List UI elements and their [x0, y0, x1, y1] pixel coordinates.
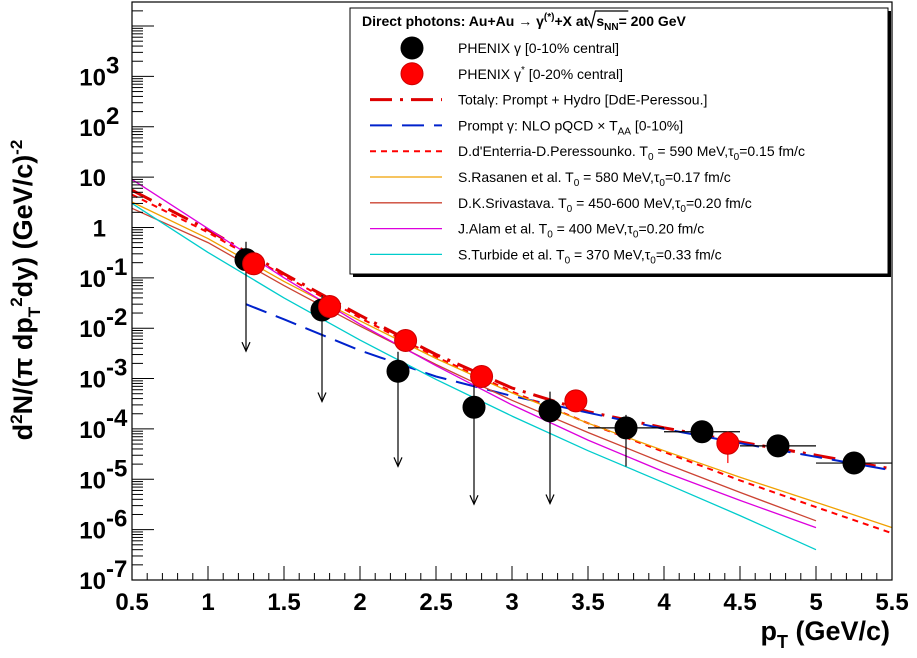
y-tick-label: 10	[79, 518, 106, 545]
upper-limit-arrow	[545, 494, 555, 506]
legend-label: S.Turbide et al. T0​ = 370 MeV,τ0​=0.33 …	[458, 246, 722, 266]
legend-label: Prompt γ: NLO pQCD × TAA​ [0-10%]	[458, 117, 683, 137]
marker-dot	[690, 420, 714, 444]
legend-label: D.K.Srivastava. T0​ = 450-600 MeV,τ0​=0.…	[458, 195, 752, 215]
legend-entry-8: S.Turbide et al. T0​ = 370 MeV,τ0​=0.33 …	[370, 246, 722, 266]
y-tick-label: 10	[79, 367, 106, 394]
x-tick-label: 1	[201, 589, 214, 616]
data-points	[234, 241, 892, 506]
marker-dot	[470, 364, 494, 388]
x-tick-label: 5.5	[875, 589, 908, 616]
legend-label: PHENIX γ [0-10% central]	[458, 40, 619, 56]
x-tick-label: 1.5	[267, 589, 300, 616]
x-tick-label: 4.5	[723, 589, 756, 616]
y-tick-label: 10	[79, 115, 106, 142]
y-tick-exponent: -5	[106, 455, 127, 482]
marker-dot	[386, 359, 410, 383]
legend-title-sqrt: sNN= 200 GeV	[596, 13, 686, 33]
phenix-gamma-star-point-1	[318, 294, 342, 318]
phenix-gamma-point-8	[816, 451, 892, 475]
x-tick-label: 2.5	[419, 589, 452, 616]
legend-label: PHENIX γ*​ [0-20% central]	[458, 65, 623, 82]
legend-marker	[400, 62, 424, 86]
phenix-gamma-star-point-0	[242, 252, 266, 276]
phenix-gamma-point-4	[538, 391, 562, 506]
y-tick-label: 10	[79, 417, 106, 444]
y-tick-label: 1	[93, 215, 106, 242]
axis-titles: pT (GeV/c) d2N/(π dpT2dy) (GeV/c)-2	[7, 140, 890, 652]
x-axis-title: pT (GeV/c)	[760, 616, 890, 652]
marker-dot	[766, 434, 790, 458]
marker-dot	[318, 294, 342, 318]
legend-title: Direct photons: Au+Au → γ(*)+X at	[362, 12, 589, 29]
legend-entry-7: J.Alam et al. T0​ = 400 MeV,τ0​=0.20 fm/…	[370, 221, 704, 241]
phenix-gamma-star-point-4	[564, 389, 588, 413]
y-tick-label: 10	[79, 467, 106, 494]
x-tick-label: 2	[353, 589, 366, 616]
y-axis-title: d2N/(π dpT2dy) (GeV/c)-2	[7, 140, 44, 441]
legend-label: J.Alam et al. T0​ = 400 MeV,τ0​=0.20 fm/…	[458, 221, 704, 241]
legend-entry-1: PHENIX γ*​ [0-20% central]	[400, 62, 623, 86]
y-tick-label: 10	[79, 266, 106, 293]
y-tick-label: 10	[79, 165, 106, 192]
upper-limit-arrow	[317, 392, 327, 403]
x-tick-label: 4	[657, 589, 671, 616]
legend-label: S.Rasanen et al. T0​ = 580 MeV,τ0​=0.17 …	[458, 169, 731, 189]
legend-label: Totalγ: Prompt + Hydro [DdE-Peressou.]	[458, 92, 707, 108]
phenix-gamma-star-point-2	[394, 328, 418, 352]
y-tick-exponent: 3	[106, 52, 119, 79]
x-tick-label: 3.5	[571, 589, 604, 616]
sqrt-symbol	[587, 10, 629, 30]
marker-dot	[614, 416, 638, 440]
phenix-gamma-point-2	[386, 351, 410, 468]
y-tick-exponent: -2	[106, 304, 127, 331]
legend-entry-4: D.d'Enterria-D.Peressounko. T0​ = 590 Me…	[370, 143, 805, 163]
upper-limit-arrow	[241, 341, 251, 353]
marker-dot	[538, 399, 562, 423]
legend: Direct photons: Au+Au → γ(*)+X at sNN= 2…	[349, 7, 891, 277]
y-tick-label: 10	[79, 568, 106, 595]
phenix-gamma-star-point-3	[470, 364, 494, 388]
marker-dot	[242, 252, 266, 276]
legend-entry-6: D.K.Srivastava. T0​ = 450-600 MeV,τ0​=0.…	[370, 195, 752, 215]
x-tick-label: 3	[505, 589, 518, 616]
legend-entry-2: Totalγ: Prompt + Hydro [DdE-Peressou.]	[370, 92, 707, 108]
axes: 0.5 1 1.5 2 2.5 3 3.5 4 4.5 5 5.510 -710 -610 -510 -41…	[79, 1, 909, 616]
legend-entry-3: Prompt γ: NLO pQCD × TAA​ [0-10%]	[370, 117, 683, 137]
legend-entry-0: PHENIX γ [0-10% central]	[400, 36, 619, 60]
legend-entry-5: S.Rasanen et al. T0​ = 580 MeV,τ0​=0.17 …	[370, 169, 731, 189]
x-tick-label: 5	[809, 589, 822, 616]
y-tick-exponent: 2	[106, 103, 119, 130]
upper-limit-arrow	[469, 494, 479, 506]
y-tick-exponent: -6	[106, 506, 127, 533]
legend-marker	[400, 36, 424, 60]
y-tick-exponent: -4	[106, 405, 128, 432]
y-tick-exponent: -3	[106, 355, 127, 382]
y-tick-label: 10	[79, 64, 106, 91]
upper-limit-arrow	[393, 457, 403, 468]
marker-dot	[716, 431, 740, 455]
y-tick-exponent: -1	[106, 254, 127, 281]
marker-dot	[564, 389, 588, 413]
y-tick-label: 10	[79, 316, 106, 343]
y-tick-exponent: -7	[106, 556, 127, 583]
legend-box	[349, 7, 889, 275]
legend-label: D.d'Enterria-D.Peressounko. T0​ = 590 Me…	[458, 143, 805, 163]
phenix-gamma-point-3	[462, 383, 486, 506]
phenix-gamma-star-point-5	[716, 431, 740, 464]
marker-dot	[462, 395, 486, 419]
marker-dot	[394, 328, 418, 352]
marker-dot	[842, 451, 866, 475]
phenix-gamma-point-7	[740, 434, 816, 458]
x-tick-label: 0.5	[115, 589, 148, 616]
phenix-gamma-point-5	[588, 414, 664, 467]
